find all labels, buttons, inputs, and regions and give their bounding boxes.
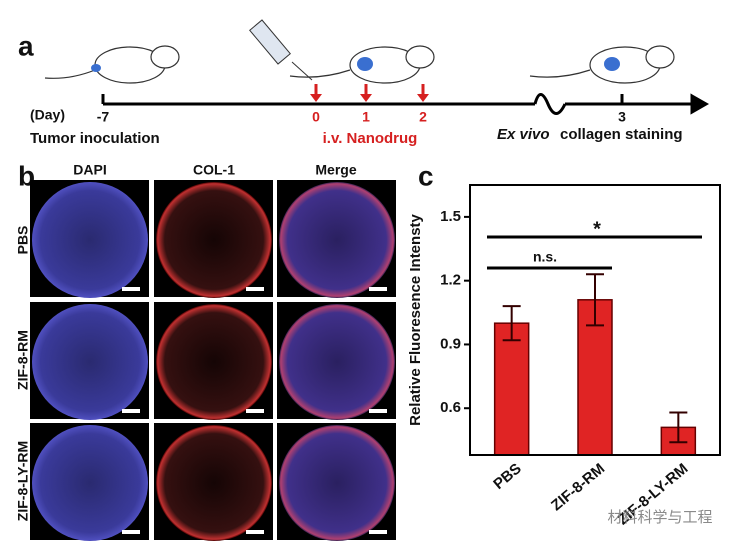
day: -7 xyxy=(97,109,110,125)
error-bar xyxy=(586,273,604,327)
scale-bar xyxy=(122,287,140,291)
annotation: * xyxy=(593,218,601,240)
error-bar xyxy=(502,305,521,342)
start-label: Tumor inoculation xyxy=(30,130,160,147)
scale-bar xyxy=(246,409,264,413)
day-label: (Day) xyxy=(30,107,65,123)
timeline xyxy=(101,93,710,115)
scale-bar xyxy=(369,287,387,291)
tissue xyxy=(32,425,148,541)
drug-label: i.v. Nanodrug xyxy=(323,130,418,147)
significance xyxy=(487,235,702,270)
row-label: ZIF-8-RM xyxy=(15,330,31,390)
image-grid xyxy=(30,180,396,541)
tissue xyxy=(32,304,148,420)
scale-bar xyxy=(369,409,387,413)
y-tick-label: 0.6 xyxy=(440,399,461,416)
tissue xyxy=(279,425,395,541)
x-tick-label: PBS xyxy=(490,460,525,493)
row-label: PBS xyxy=(15,226,31,255)
day: 1 xyxy=(362,109,370,125)
y-tick-label: 0.9 xyxy=(440,335,461,352)
error-bar xyxy=(669,411,688,444)
day: 0 xyxy=(312,109,320,125)
y-tick-label: 1.5 xyxy=(440,208,461,225)
day: 3 xyxy=(618,109,626,125)
column-header: Merge xyxy=(315,162,356,178)
arrows xyxy=(310,84,429,102)
syringe xyxy=(249,19,313,81)
scale-bar xyxy=(369,530,387,534)
column-header: COL-1 xyxy=(193,162,235,178)
scale-bar xyxy=(246,530,264,534)
y-axis-label: Relative Fluoresence Intensty xyxy=(407,213,424,425)
mouse xyxy=(529,45,675,84)
annotation: n.s. xyxy=(533,249,557,265)
tissue xyxy=(279,182,395,298)
scale-bar xyxy=(246,287,264,291)
scale-bar xyxy=(122,530,140,534)
tissue xyxy=(32,182,148,298)
tissue xyxy=(156,425,272,541)
scale-bar xyxy=(122,409,140,413)
watermark: 材料科学与工程 xyxy=(607,509,712,526)
day: 2 xyxy=(419,109,427,125)
tissue xyxy=(156,182,272,298)
mouse xyxy=(44,45,180,84)
end-label: collagen staining xyxy=(560,126,683,143)
end-label-italic: Ex vivo xyxy=(497,126,550,143)
panel-label: a xyxy=(18,30,34,61)
x-tick-label: ZIF-8-RM xyxy=(548,460,608,514)
column-header: DAPI xyxy=(73,162,106,178)
mouse xyxy=(289,45,435,84)
tissue xyxy=(156,304,272,420)
panel-label: c xyxy=(418,160,434,191)
bar xyxy=(493,322,530,456)
axis-frame xyxy=(469,184,721,456)
row-label: ZIF-8-LY-RM xyxy=(15,441,31,521)
tissue xyxy=(279,304,395,420)
y-tick-label: 1.2 xyxy=(440,272,461,289)
